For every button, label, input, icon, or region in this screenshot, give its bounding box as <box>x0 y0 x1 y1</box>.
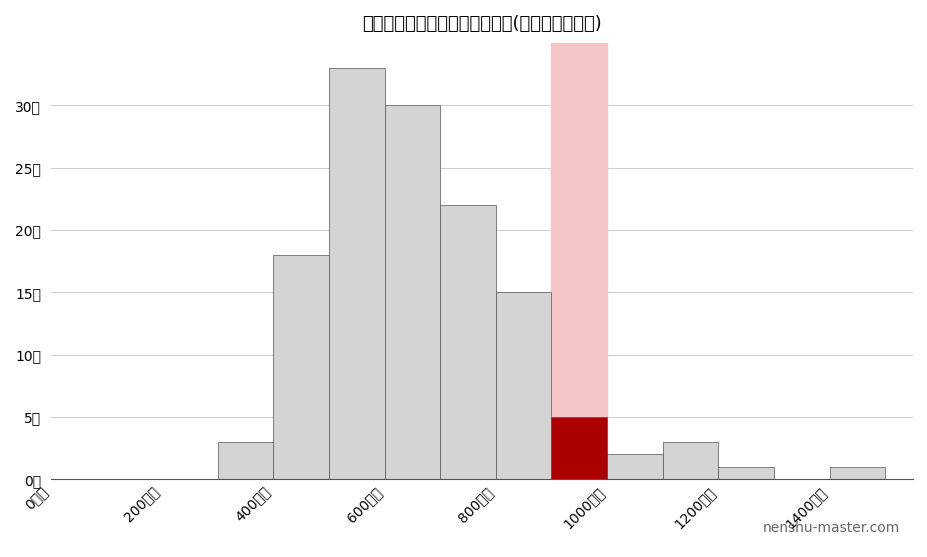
Bar <box>551 417 606 480</box>
Bar <box>384 105 439 480</box>
Bar <box>217 442 273 480</box>
Bar <box>328 68 384 480</box>
Text: nenshu-master.com: nenshu-master.com <box>762 521 899 535</box>
Bar <box>439 205 495 480</box>
Bar <box>495 292 551 480</box>
Bar <box>829 467 884 480</box>
Bar <box>717 467 773 480</box>
Title: 小野薬品工業の年収ポジション(医療・製薬業内): 小野薬品工業の年収ポジション(医療・製薬業内) <box>362 15 601 33</box>
Bar <box>551 43 606 480</box>
Bar <box>662 442 717 480</box>
Bar <box>273 255 328 480</box>
Bar <box>606 455 662 480</box>
